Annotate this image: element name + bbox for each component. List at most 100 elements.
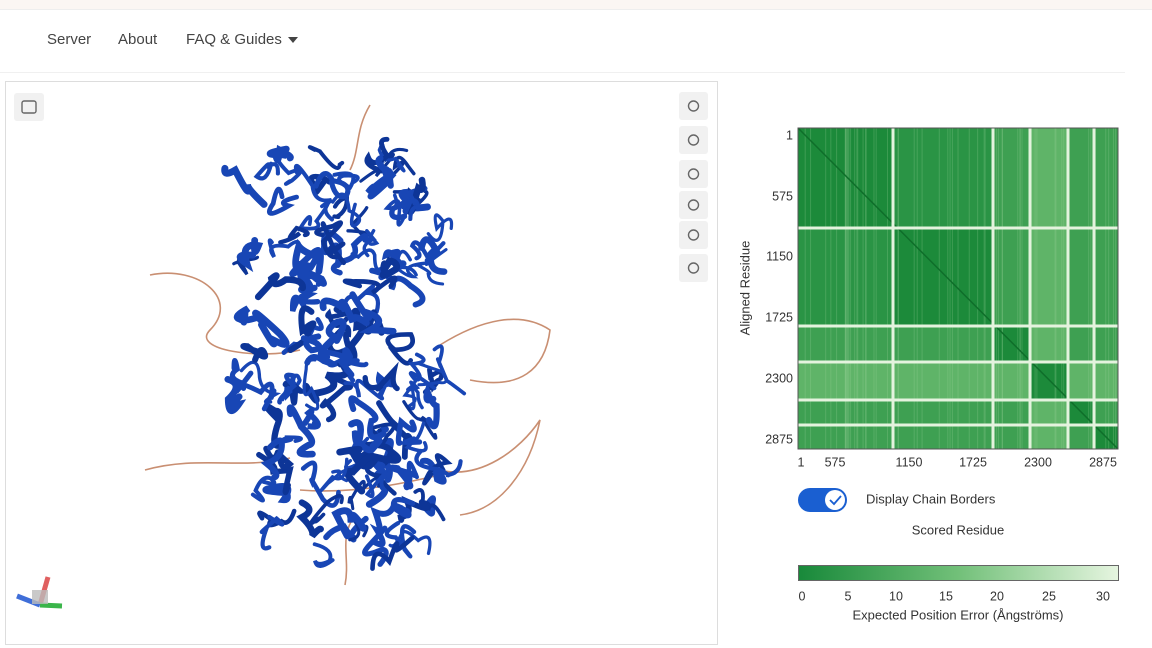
y-tick-label: 1725 (765, 310, 793, 324)
heatmap-block (993, 128, 1030, 228)
ribbon (392, 155, 416, 176)
colorbar-tick-label: 30 (1096, 589, 1110, 603)
ribbon (300, 333, 323, 354)
ribbon (331, 507, 367, 540)
heatmap-block (798, 400, 893, 425)
ribbon (240, 342, 269, 363)
ribbon (364, 136, 391, 174)
ribbon (395, 416, 423, 446)
ribbon (229, 358, 254, 394)
colorbar-tick-label: 5 (845, 589, 852, 603)
ribbon (277, 435, 303, 445)
ribbon (348, 395, 387, 441)
diagonal (797, 127, 1119, 450)
heatmap-block (1068, 326, 1094, 362)
nav-link[interactable]: About (118, 31, 158, 48)
nav-link[interactable]: Server (47, 31, 91, 48)
ribbon (300, 460, 341, 508)
dropdown-caret[interactable] (288, 37, 298, 43)
toolbar-button[interactable] (679, 221, 708, 249)
ribbon (364, 470, 388, 499)
ribbon (422, 453, 453, 486)
icon (687, 134, 700, 146)
y-tick-label: 1150 (766, 249, 793, 263)
top-strip (0, 0, 1152, 9)
ribbon (319, 373, 353, 423)
colorbar-tick-label: 0 (799, 589, 806, 603)
ribbon (302, 408, 321, 430)
ribbon (295, 260, 315, 294)
ribbon (379, 256, 401, 279)
heatmap-block (993, 362, 1030, 400)
ribbon (330, 195, 349, 220)
heatmap-block (1094, 362, 1118, 400)
y-tick-label: 1 (786, 128, 793, 142)
check-icon (829, 495, 842, 506)
ribbon (308, 493, 344, 526)
icon (687, 100, 700, 112)
protein-structure (144, 104, 551, 586)
heatmap-block (993, 425, 1030, 449)
ribbon (406, 380, 424, 410)
viewer-toolbar (679, 92, 708, 282)
ribbon (343, 378, 385, 401)
toolbar-button[interactable] (679, 126, 708, 154)
colorbar-tick-label: 15 (939, 589, 953, 603)
heatmap-block (798, 362, 893, 400)
heatmap-block (1030, 425, 1068, 449)
colorbar-ticks: 0 5 10 15 20 25 30 (799, 589, 1110, 603)
heatmap-block (993, 326, 1030, 362)
ribbon (426, 213, 454, 242)
toolbar-button[interactable] (679, 191, 708, 219)
x-tick-label: 2300 (1024, 455, 1052, 469)
heatmap-block (798, 425, 893, 449)
ribbon (319, 457, 349, 493)
ribbon (293, 163, 335, 222)
y-tick-label: 2875 (765, 432, 793, 446)
heatmap-block (798, 228, 893, 326)
heatmap-block (993, 228, 1030, 326)
ribbon (307, 145, 345, 170)
ribbon (322, 347, 355, 378)
viewer-menu-button[interactable] (14, 93, 44, 121)
heatmap-block (1030, 400, 1068, 425)
ribbon (312, 542, 335, 568)
ribbon (402, 400, 438, 440)
ribbon (232, 255, 260, 276)
toolbar-button[interactable] (679, 254, 708, 282)
heatmap-block (893, 228, 993, 326)
heatmap-block (1094, 326, 1118, 362)
colorbar-tick-label: 25 (1042, 589, 1056, 603)
x-tick-label: 1150 (896, 455, 923, 469)
ribbon (266, 144, 294, 164)
toolbar-button[interactable] (679, 92, 708, 120)
axes-gizmo (16, 576, 63, 609)
ribbon (378, 248, 407, 281)
ribbon (253, 161, 280, 181)
toggle-label[interactable]: Display Chain Borders (866, 491, 996, 506)
ribbon (236, 237, 264, 273)
heatmap-block (993, 400, 1030, 425)
heatmap-block (1030, 128, 1068, 228)
heatmap-block (798, 326, 893, 362)
ribbon (233, 305, 264, 326)
heatmap-block (1094, 228, 1118, 326)
heatmap-block (893, 425, 993, 449)
heatmap-block (1068, 128, 1094, 228)
heatmap-block (1030, 326, 1068, 362)
heatmap-block (893, 400, 993, 425)
x-tick-label: 1725 (959, 455, 987, 469)
colorbar-tick-label: 10 (889, 589, 903, 603)
ribbon (289, 291, 321, 312)
y-axis-label: Aligned Residue (737, 241, 752, 336)
toolbar-button[interactable] (679, 160, 708, 188)
ribbon (362, 525, 389, 567)
x-axis-label: Scored Residue (912, 522, 1005, 537)
heatmap-block (893, 326, 993, 362)
colorbar-tick-label: 20 (990, 589, 1004, 603)
nav-link[interactable]: FAQ & Guides (186, 31, 282, 48)
ribbon (423, 382, 440, 430)
coil (349, 104, 371, 171)
